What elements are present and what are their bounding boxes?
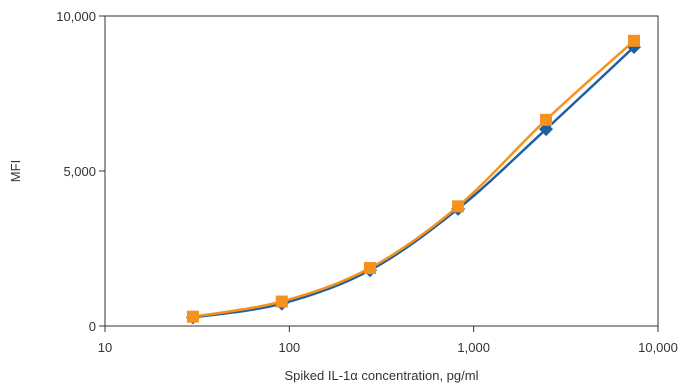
y-tick-label: 10,000 bbox=[56, 9, 96, 24]
data-point-square bbox=[540, 113, 553, 126]
series-line bbox=[192, 39, 635, 318]
x-tick-label: 10,000 bbox=[638, 340, 678, 355]
series-1 bbox=[185, 40, 641, 325]
x-tick-label: 10 bbox=[98, 340, 112, 355]
data-point-square bbox=[364, 262, 377, 275]
y-tick-label: 0 bbox=[89, 319, 96, 334]
series-2 bbox=[186, 34, 640, 323]
y-axis-label: MFI bbox=[8, 160, 23, 182]
x-tick-label: 1,000 bbox=[457, 340, 490, 355]
x-axis-label: Spiked IL-1α concentration, pg/ml bbox=[285, 368, 479, 383]
plot-frame bbox=[104, 15, 659, 327]
y-axis: 0 5,000 10,000 bbox=[56, 9, 105, 334]
series-layer bbox=[185, 34, 641, 325]
data-point-square bbox=[627, 34, 640, 47]
x-axis: 10 100 1,000 10,000 bbox=[98, 326, 678, 355]
y-tick-label: 5,000 bbox=[63, 164, 96, 179]
series-line bbox=[192, 46, 635, 319]
x-tick-label: 100 bbox=[278, 340, 300, 355]
data-point-square bbox=[275, 295, 288, 308]
data-point-square bbox=[452, 200, 465, 213]
data-point-square bbox=[186, 310, 199, 323]
